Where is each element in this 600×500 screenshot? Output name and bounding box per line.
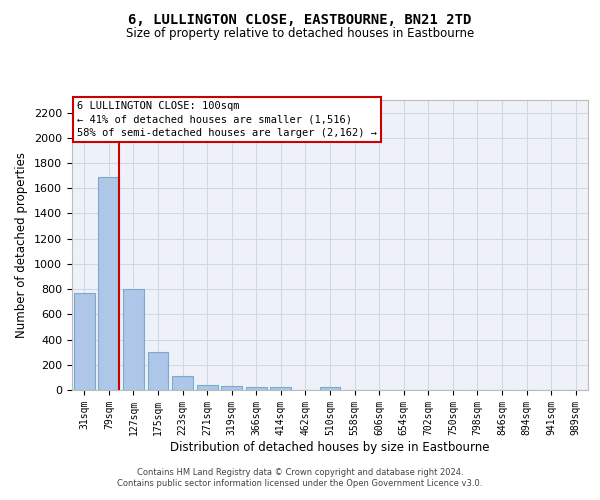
Text: 6, LULLINGTON CLOSE, EASTBOURNE, BN21 2TD: 6, LULLINGTON CLOSE, EASTBOURNE, BN21 2T… bbox=[128, 12, 472, 26]
Text: Size of property relative to detached houses in Eastbourne: Size of property relative to detached ho… bbox=[126, 28, 474, 40]
Bar bbox=[98, 177, 119, 390]
Bar bbox=[246, 387, 267, 390]
Text: Distribution of detached houses by size in Eastbourne: Distribution of detached houses by size … bbox=[170, 441, 490, 454]
Text: 6 LULLINGTON CLOSE: 100sqm
← 41% of detached houses are smaller (1,516)
58% of s: 6 LULLINGTON CLOSE: 100sqm ← 41% of deta… bbox=[77, 102, 377, 138]
Y-axis label: Number of detached properties: Number of detached properties bbox=[16, 152, 28, 338]
Bar bbox=[74, 293, 95, 390]
Bar bbox=[221, 386, 242, 390]
Bar bbox=[271, 388, 292, 390]
Bar bbox=[123, 289, 144, 390]
Bar bbox=[320, 387, 340, 390]
Bar bbox=[148, 352, 169, 390]
Text: Contains HM Land Registry data © Crown copyright and database right 2024.
Contai: Contains HM Land Registry data © Crown c… bbox=[118, 468, 482, 487]
Bar bbox=[172, 376, 193, 390]
Bar bbox=[197, 385, 218, 390]
